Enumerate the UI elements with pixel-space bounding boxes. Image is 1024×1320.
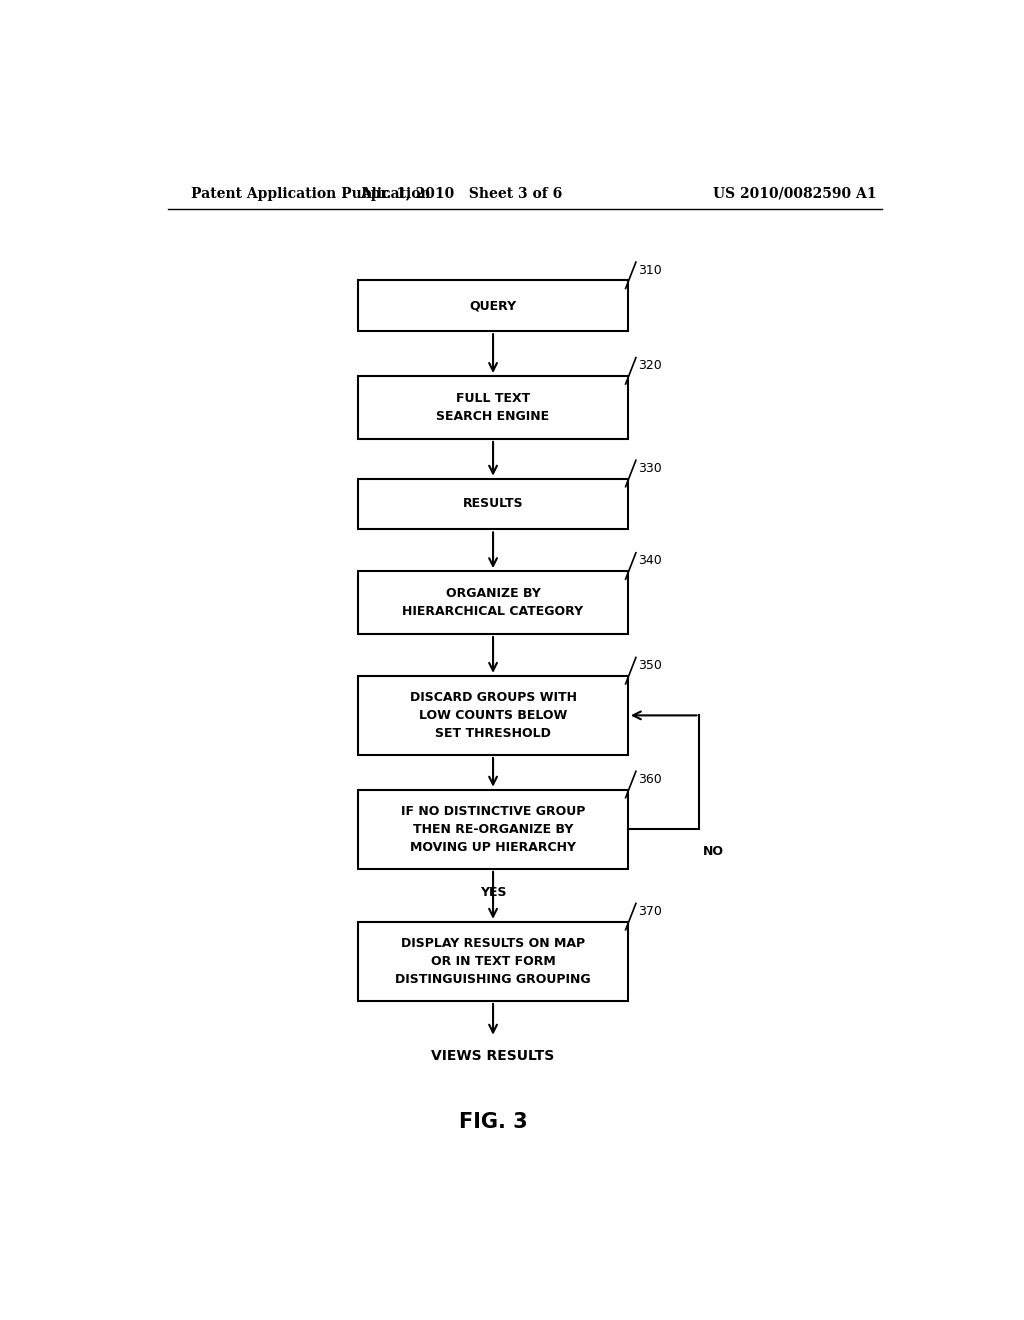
Text: VIEWS RESULTS: VIEWS RESULTS (431, 1049, 555, 1063)
Text: 370: 370 (638, 906, 663, 917)
Bar (358, 676, 628, 755)
Text: 350: 350 (638, 659, 663, 672)
Text: 330: 330 (638, 462, 663, 475)
Text: IF NO DISTINCTIVE GROUP
THEN RE-ORGANIZE BY
MOVING UP HIERARCHY: IF NO DISTINCTIVE GROUP THEN RE-ORGANIZE… (400, 805, 586, 854)
Text: Patent Application Publication: Patent Application Publication (191, 187, 431, 201)
Text: RESULTS: RESULTS (463, 498, 523, 511)
Text: DISCARD GROUPS WITH
LOW COUNTS BELOW
SET THRESHOLD: DISCARD GROUPS WITH LOW COUNTS BELOW SET… (410, 690, 577, 741)
Text: 320: 320 (638, 359, 663, 372)
Text: YES: YES (480, 886, 506, 899)
Text: 310: 310 (638, 264, 663, 277)
Text: FULL TEXT
SEARCH ENGINE: FULL TEXT SEARCH ENGINE (436, 392, 550, 422)
Text: NO: NO (703, 845, 724, 858)
Text: ORGANIZE BY
HIERARCHICAL CATEGORY: ORGANIZE BY HIERARCHICAL CATEGORY (402, 587, 584, 618)
Bar (358, 789, 628, 869)
Bar (358, 479, 628, 529)
Bar (358, 376, 628, 440)
Text: Apr. 1, 2010   Sheet 3 of 6: Apr. 1, 2010 Sheet 3 of 6 (360, 187, 562, 201)
Bar (358, 921, 628, 1001)
Text: US 2010/0082590 A1: US 2010/0082590 A1 (713, 187, 877, 201)
Text: QUERY: QUERY (469, 300, 517, 313)
Text: DISPLAY RESULTS ON MAP
OR IN TEXT FORM
DISTINGUISHING GROUPING: DISPLAY RESULTS ON MAP OR IN TEXT FORM D… (395, 937, 591, 986)
Text: 360: 360 (638, 774, 663, 785)
Text: 340: 340 (638, 554, 663, 568)
Text: FIG. 3: FIG. 3 (459, 1111, 527, 1133)
Bar (358, 572, 628, 634)
Bar (358, 280, 628, 331)
